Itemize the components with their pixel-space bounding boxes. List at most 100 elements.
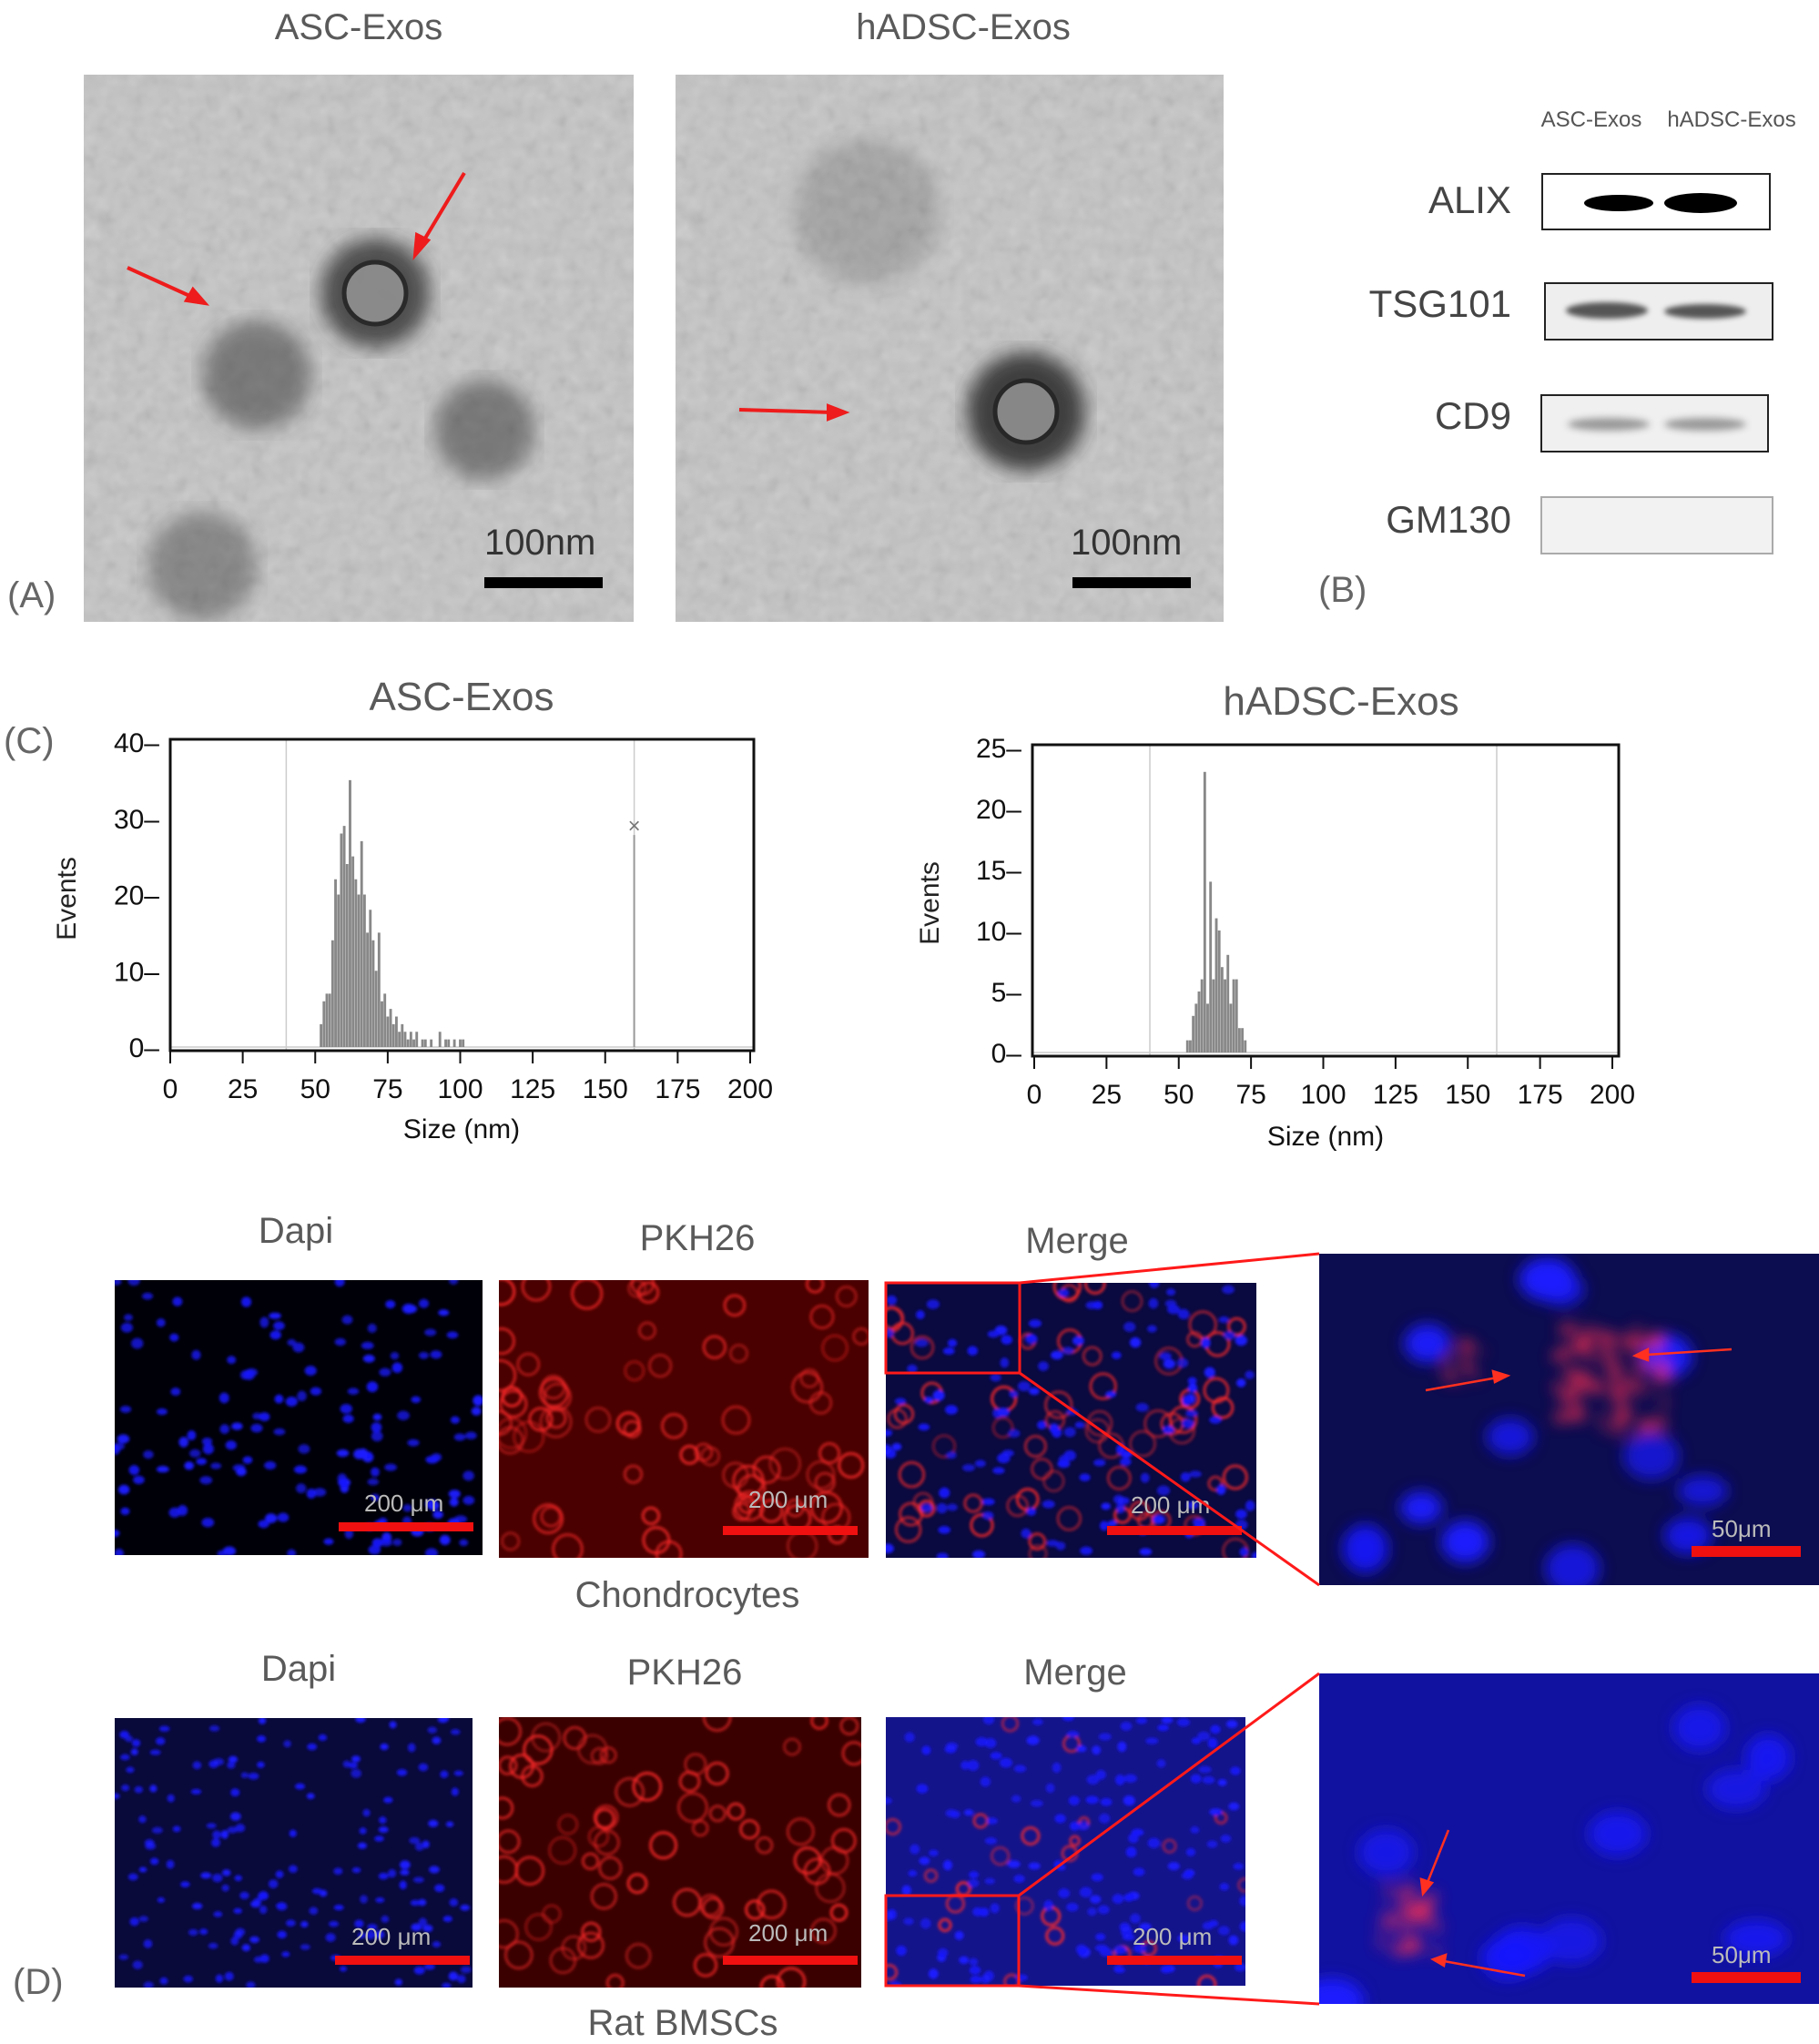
histogram-bar — [412, 1039, 415, 1047]
nucleus — [120, 1754, 130, 1761]
nucleus — [969, 1871, 980, 1879]
pkh26-signal — [1657, 1430, 1661, 1435]
pkh26-signal — [1461, 1355, 1468, 1363]
histogram-bar — [345, 864, 349, 1047]
pkh26-signal — [648, 1353, 673, 1378]
pkh26-signal — [830, 1827, 857, 1854]
pkh26-signal — [1056, 1506, 1082, 1531]
pkh26-signal — [1227, 1317, 1246, 1337]
nucleus — [379, 1816, 387, 1825]
nucleus — [959, 1956, 970, 1965]
size-histogram-asc-exos: ASC-Exos × 0 25 50 75 100 125 150 175 200 0– 10– 20– 3… — [52, 675, 773, 1144]
nucleus — [1112, 1894, 1124, 1905]
nucleus — [1545, 1543, 1601, 1585]
nucleus — [1032, 1718, 1043, 1725]
band — [1568, 418, 1650, 431]
nucleus — [298, 1444, 310, 1454]
nucleus — [410, 1899, 421, 1907]
pkh26-signal — [1615, 1335, 1622, 1342]
nucleus — [1157, 1724, 1169, 1732]
nucleus — [1038, 1361, 1049, 1371]
pkh26-signal — [1564, 1367, 1576, 1379]
scale-bar — [335, 1956, 470, 1965]
nucleus — [1588, 1811, 1647, 1856]
pkh26-signal — [1390, 1887, 1397, 1894]
nucleus — [462, 1495, 475, 1505]
nucleus — [149, 1857, 159, 1866]
nucleus — [367, 1478, 380, 1486]
nucleus — [189, 1449, 201, 1458]
nucleus — [974, 1459, 986, 1468]
nucleus — [318, 1734, 328, 1742]
nucleus — [374, 1929, 385, 1939]
pkh26-signal — [1407, 1935, 1418, 1947]
nucleus — [240, 1772, 249, 1778]
nucleus — [1202, 1775, 1215, 1785]
nucleus — [1100, 1797, 1113, 1806]
nucleus — [342, 1414, 354, 1423]
scale-bar — [1107, 1526, 1242, 1535]
nucleus — [448, 1971, 459, 1981]
pkh26-signal — [1390, 1947, 1397, 1954]
scale-bar — [1072, 577, 1191, 588]
nucleus — [156, 1466, 169, 1473]
pkh26-signal — [587, 1825, 610, 1848]
nucleus — [268, 1879, 279, 1889]
pkh26-signal — [1401, 1923, 1411, 1933]
nucleus — [191, 1349, 201, 1360]
pkh26-signal — [1635, 1392, 1641, 1398]
nucleus — [1139, 1922, 1152, 1931]
nucleus — [367, 1924, 378, 1931]
pkh26-signal — [499, 1796, 514, 1820]
scale-bar — [723, 1526, 858, 1535]
nucleus — [1095, 1933, 1106, 1941]
pkh26-signal — [1603, 1349, 1611, 1357]
pkh26-signal — [739, 1819, 760, 1840]
dapi-image-rat-bmscs — [115, 1718, 473, 1988]
nucleus — [1013, 1764, 1027, 1773]
nucleus — [404, 1304, 418, 1314]
histogram-bar — [452, 1039, 456, 1047]
nucleus — [360, 1895, 368, 1904]
pkh26-signal — [1001, 1717, 1020, 1733]
nucleus — [351, 1866, 361, 1874]
histogram-bar — [401, 1023, 404, 1047]
vesicle-group — [147, 239, 534, 621]
pkh26-image-rat-bmscs — [499, 1717, 861, 1988]
nucleus — [259, 1317, 269, 1328]
pkh26-signal — [805, 1280, 825, 1294]
nucleus — [945, 1451, 957, 1459]
nucleus — [259, 1905, 268, 1915]
column-title: Dapi — [260, 1649, 337, 1689]
histogram-bar — [320, 1023, 323, 1047]
histogram-bar — [438, 1032, 442, 1047]
nucleus — [183, 1975, 193, 1983]
nucleus — [1672, 1704, 1726, 1752]
pkh26-signal — [649, 1831, 678, 1860]
pkh26-signal — [1463, 1342, 1475, 1354]
pkh26-signal — [499, 1327, 516, 1356]
histogram-bar — [1226, 954, 1230, 1053]
pkh26-signal — [501, 1386, 523, 1408]
pkh26-signal — [768, 1447, 802, 1480]
pkh26-signal — [1382, 1905, 1388, 1911]
nucleus — [1111, 1351, 1122, 1359]
nucleus — [138, 1916, 148, 1922]
band — [1664, 418, 1746, 431]
nucleus — [960, 1760, 970, 1770]
histogram-bar — [1232, 979, 1235, 1053]
nucleus — [1000, 1358, 1010, 1368]
blot-cd9 — [1540, 394, 1769, 453]
nucleus — [378, 1826, 389, 1833]
nucleus — [418, 1763, 429, 1772]
pkh26-signal — [499, 1280, 516, 1307]
pkh26-signal — [1643, 1366, 1650, 1372]
pkh26-signal — [1443, 1371, 1454, 1382]
nucleus — [1239, 1547, 1249, 1557]
nucleus — [230, 1788, 240, 1797]
pkh26-signal — [524, 1913, 553, 1941]
nucleus — [201, 1437, 213, 1446]
y-tick-label: 25– — [976, 734, 1021, 764]
nucleus — [901, 1885, 911, 1896]
nucleus — [986, 1817, 998, 1825]
